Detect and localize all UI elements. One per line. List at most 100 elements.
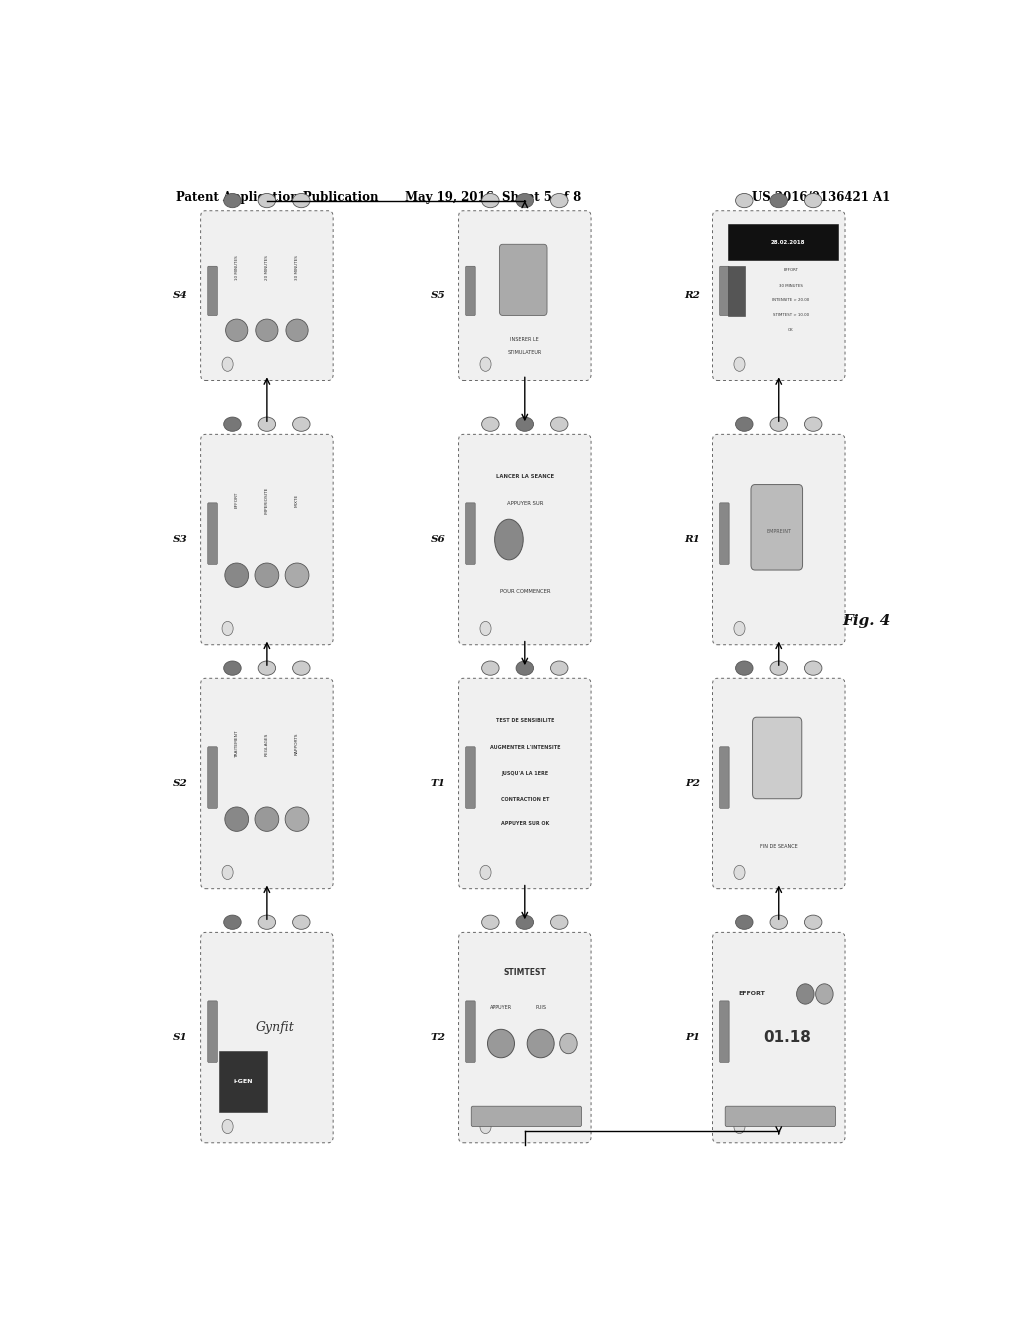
Text: STIMTEST: STIMTEST: [504, 968, 546, 977]
Ellipse shape: [285, 564, 309, 587]
FancyBboxPatch shape: [753, 717, 802, 799]
Ellipse shape: [770, 417, 787, 432]
Ellipse shape: [797, 983, 814, 1005]
FancyBboxPatch shape: [208, 1001, 217, 1063]
Text: RAPPORTS: RAPPORTS: [295, 733, 299, 755]
FancyBboxPatch shape: [208, 747, 217, 808]
FancyBboxPatch shape: [201, 678, 333, 888]
FancyBboxPatch shape: [459, 211, 591, 380]
Circle shape: [480, 1119, 492, 1134]
Ellipse shape: [527, 1030, 554, 1057]
Ellipse shape: [481, 915, 499, 929]
FancyBboxPatch shape: [713, 211, 845, 380]
Text: S6: S6: [431, 535, 445, 544]
FancyBboxPatch shape: [208, 267, 217, 315]
Ellipse shape: [293, 661, 310, 676]
Ellipse shape: [516, 417, 534, 432]
Text: MIXTE: MIXTE: [295, 494, 299, 507]
Circle shape: [480, 622, 492, 636]
Text: R2: R2: [684, 292, 699, 300]
Text: STIMTEST > 10.00: STIMTEST > 10.00: [773, 313, 809, 317]
Ellipse shape: [481, 194, 499, 207]
Text: APPUYER SUR: APPUYER SUR: [507, 502, 543, 507]
Ellipse shape: [223, 194, 242, 207]
FancyBboxPatch shape: [201, 211, 333, 380]
Text: JUSQU'A LA 1ERE: JUSQU'A LA 1ERE: [501, 771, 549, 776]
Circle shape: [222, 866, 233, 879]
Text: Fig. 4: Fig. 4: [842, 614, 890, 628]
Ellipse shape: [285, 807, 309, 832]
FancyBboxPatch shape: [466, 747, 475, 808]
Text: Gynfit: Gynfit: [255, 1020, 294, 1034]
Ellipse shape: [223, 417, 242, 432]
Text: TEST DE SENSIBILITE: TEST DE SENSIBILITE: [496, 718, 554, 722]
Text: 01.18: 01.18: [763, 1030, 811, 1045]
Text: TRAITEMENT: TRAITEMENT: [234, 730, 239, 758]
FancyBboxPatch shape: [459, 434, 591, 644]
Circle shape: [222, 622, 233, 636]
Ellipse shape: [256, 319, 278, 342]
Ellipse shape: [551, 661, 568, 676]
FancyBboxPatch shape: [201, 434, 333, 644]
FancyBboxPatch shape: [725, 1106, 836, 1126]
FancyBboxPatch shape: [201, 932, 333, 1143]
FancyBboxPatch shape: [459, 678, 591, 888]
Ellipse shape: [805, 661, 822, 676]
Text: APPUYER SUR OK: APPUYER SUR OK: [501, 821, 549, 825]
Text: 30 MINUTES: 30 MINUTES: [779, 284, 803, 288]
Text: STIMULATEUR: STIMULATEUR: [508, 350, 542, 355]
Text: FIN DE SEANCE: FIN DE SEANCE: [760, 845, 798, 849]
Text: APPUYER: APPUYER: [489, 1006, 512, 1010]
Ellipse shape: [805, 915, 822, 929]
Ellipse shape: [255, 807, 279, 832]
Circle shape: [734, 1119, 745, 1134]
Ellipse shape: [258, 661, 275, 676]
Ellipse shape: [293, 915, 310, 929]
Ellipse shape: [805, 417, 822, 432]
Ellipse shape: [560, 1034, 578, 1053]
FancyBboxPatch shape: [466, 503, 475, 565]
Circle shape: [480, 866, 492, 879]
FancyBboxPatch shape: [720, 503, 729, 565]
FancyBboxPatch shape: [713, 434, 845, 644]
FancyBboxPatch shape: [471, 1106, 582, 1126]
Ellipse shape: [225, 564, 249, 587]
Text: OK: OK: [788, 329, 794, 333]
Text: IMPERIOSITE: IMPERIOSITE: [265, 486, 269, 513]
Ellipse shape: [255, 564, 279, 587]
Ellipse shape: [805, 194, 822, 207]
Text: EFFORT: EFFORT: [783, 268, 799, 272]
Text: P2: P2: [685, 779, 699, 788]
Ellipse shape: [816, 983, 834, 1005]
FancyBboxPatch shape: [720, 747, 729, 808]
FancyBboxPatch shape: [713, 678, 845, 888]
Ellipse shape: [223, 915, 242, 929]
Text: 30 MINUTES: 30 MINUTES: [295, 255, 299, 280]
FancyBboxPatch shape: [751, 484, 803, 570]
Circle shape: [734, 358, 745, 371]
Ellipse shape: [495, 519, 523, 560]
Ellipse shape: [223, 661, 242, 676]
Ellipse shape: [551, 194, 568, 207]
FancyBboxPatch shape: [728, 267, 745, 315]
Ellipse shape: [487, 1030, 514, 1057]
Text: INSERER LE: INSERER LE: [510, 337, 540, 342]
Text: T1: T1: [431, 779, 445, 788]
Text: T2: T2: [431, 1034, 445, 1041]
Circle shape: [480, 358, 492, 371]
FancyBboxPatch shape: [713, 932, 845, 1143]
Ellipse shape: [516, 661, 534, 676]
Text: PUIS: PUIS: [536, 1006, 546, 1010]
Text: 28.02.2018: 28.02.2018: [771, 239, 806, 244]
Ellipse shape: [286, 319, 308, 342]
Circle shape: [734, 866, 745, 879]
Text: EFFORT: EFFORT: [234, 492, 239, 508]
Ellipse shape: [258, 417, 275, 432]
Ellipse shape: [293, 194, 310, 207]
Circle shape: [734, 622, 745, 636]
Text: Patent Application Publication: Patent Application Publication: [176, 190, 378, 203]
Ellipse shape: [225, 807, 249, 832]
Text: S1: S1: [173, 1034, 188, 1041]
FancyBboxPatch shape: [720, 267, 729, 315]
Ellipse shape: [293, 417, 310, 432]
